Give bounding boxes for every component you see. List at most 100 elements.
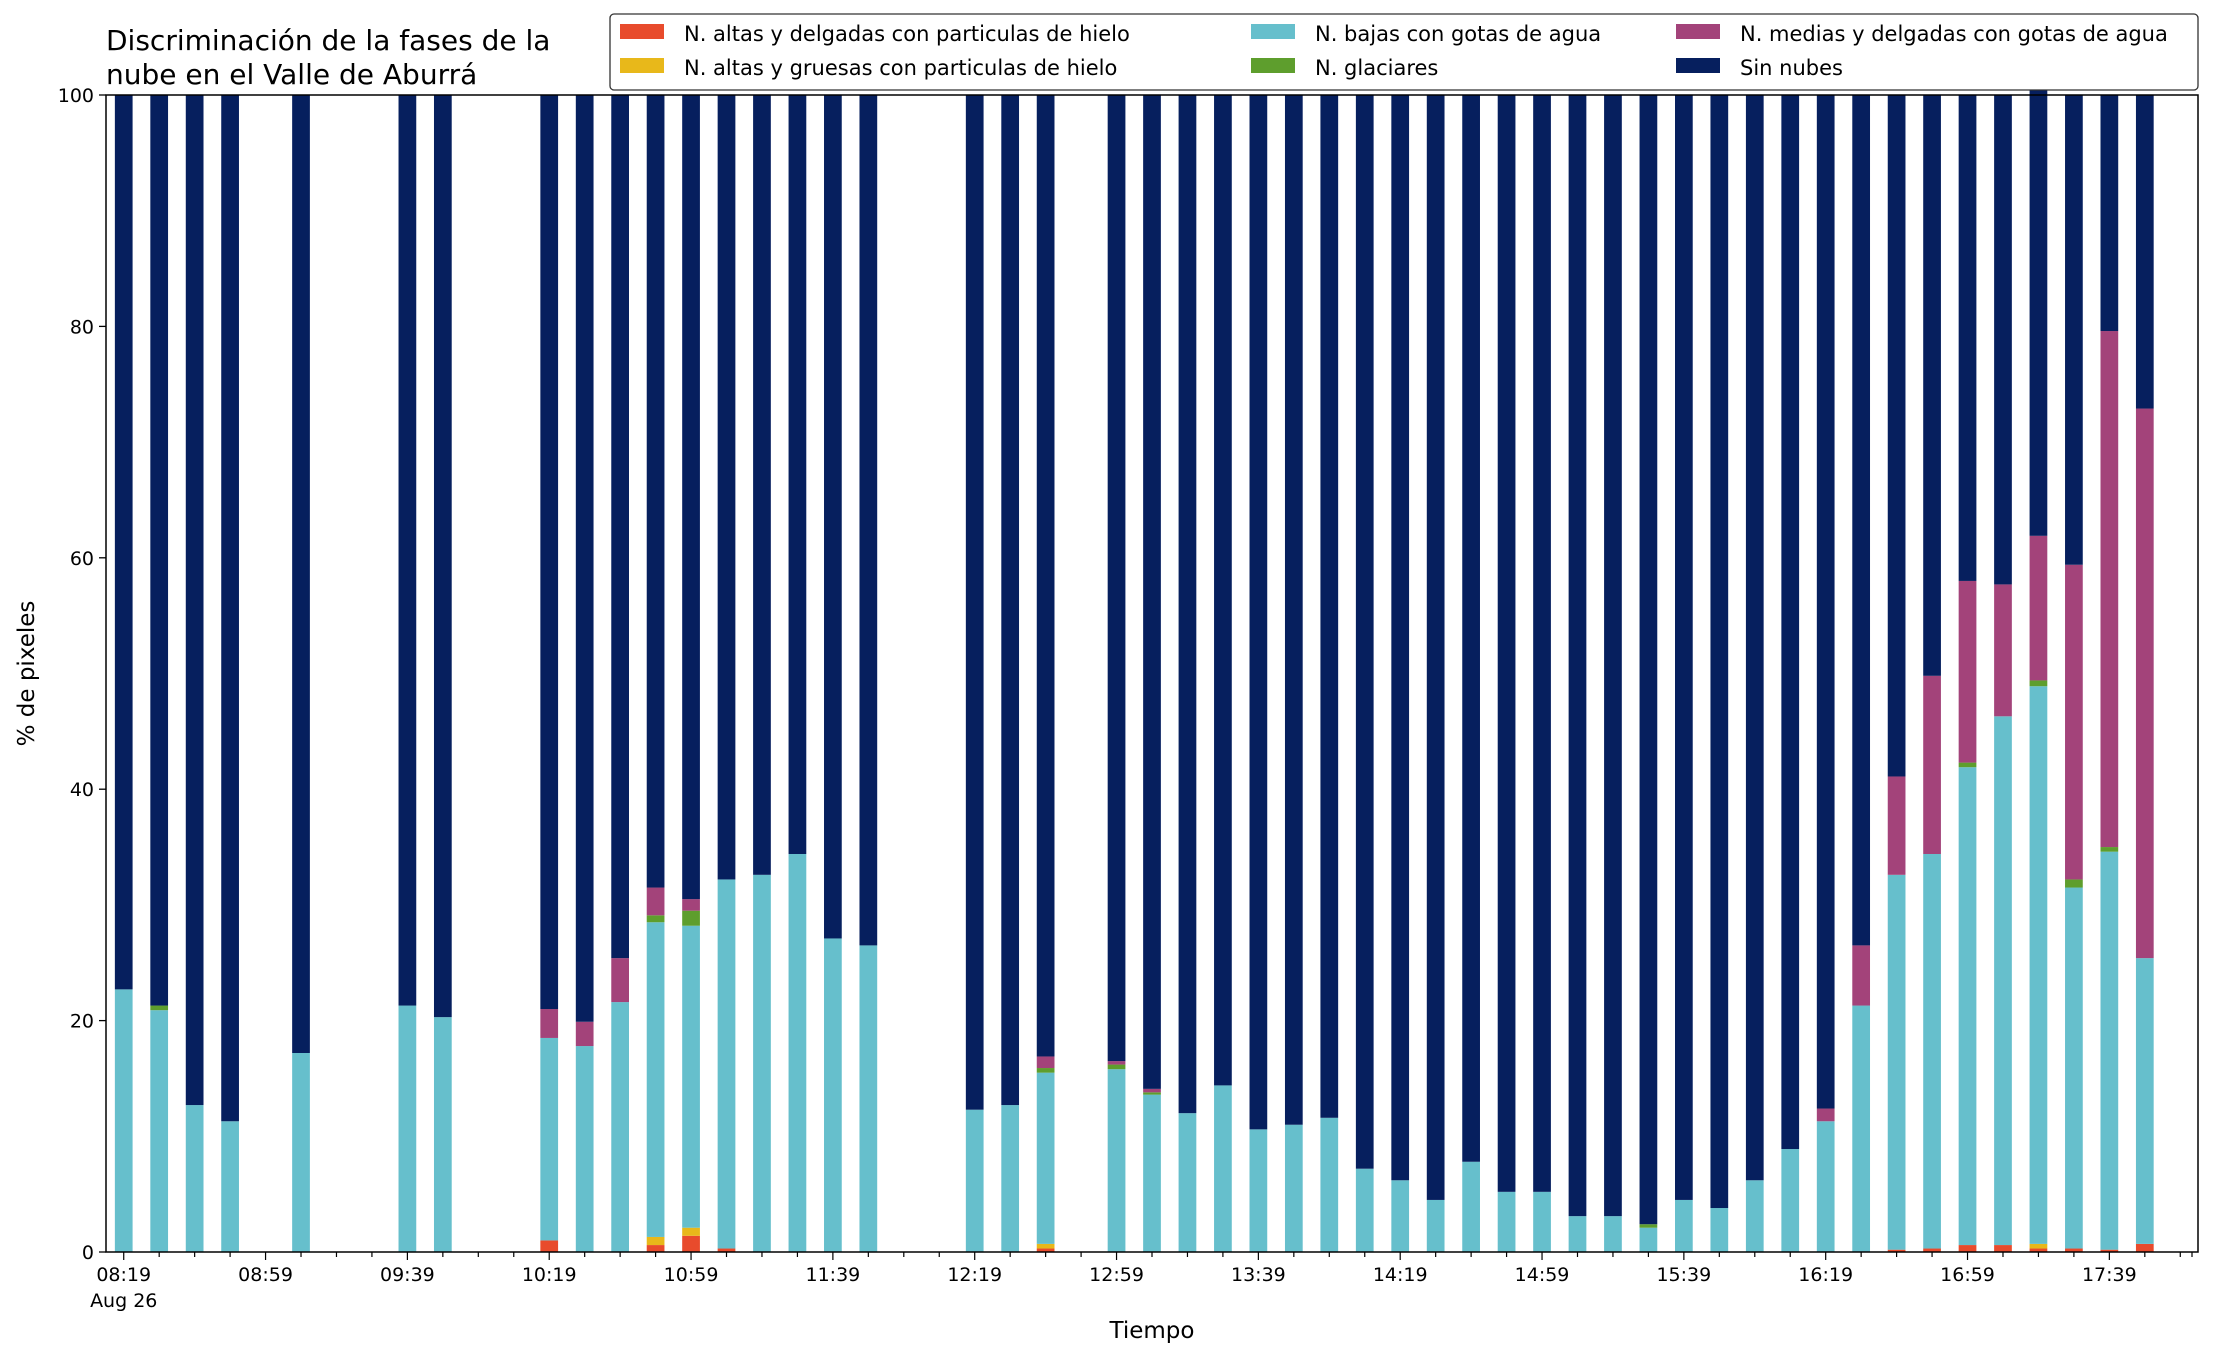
- bar-segment-5-54: [2029, 89, 2048, 536]
- bar-segment-3-54: [2029, 680, 2048, 687]
- bar-segment-2-39: [1497, 1191, 1516, 1252]
- bar-segment-2-40: [1533, 1191, 1551, 1252]
- bar-segment-2-15: [646, 922, 665, 1237]
- bar-segment-5-26: [1036, 95, 1055, 1057]
- bar-segment-4-15: [646, 887, 665, 916]
- x-tick-label: 12:59: [1089, 1264, 1144, 1286]
- bar-segment-3-15: [646, 915, 665, 923]
- bar-segment-4-29: [1143, 1088, 1161, 1093]
- x-axis: 08:19 08:59 09:39 10:19 10:59 11:39 12:19 12:59…: [90, 1252, 2193, 1312]
- bar-segment-5-32: [1249, 95, 1268, 1130]
- bar-segment-5-49: [1852, 95, 1871, 946]
- bar-segment-5-36: [1391, 95, 1410, 1181]
- bar-segment-5-47: [1781, 95, 1800, 1150]
- bar-segment-2-9: [433, 1017, 452, 1252]
- bar-segment-5-21: [859, 95, 878, 946]
- bar-segment-0-53: [1994, 1245, 2012, 1252]
- x-tick-label: 14:19: [1373, 1264, 1428, 1286]
- bar-segment-2-52: [1958, 767, 1977, 1246]
- bar-segment-0-15: [646, 1245, 665, 1252]
- legend-swatch-4: [1676, 24, 1720, 39]
- legend-swatch-2: [1251, 24, 1295, 39]
- bar-segment-5-41: [1568, 95, 1587, 1217]
- bar-segment-0-54: [2029, 1248, 2048, 1252]
- bar-segment-4-50: [1887, 776, 1906, 875]
- bar-segment-5-33: [1284, 95, 1303, 1125]
- bar-segment-4-51: [1923, 675, 1941, 854]
- bar-segment-0-52: [1958, 1245, 1977, 1252]
- bar-segment-4-55: [2065, 564, 2083, 880]
- bar-segment-5-1: [150, 95, 169, 1006]
- bar-segment-5-30: [1178, 95, 1197, 1114]
- y-axis-label: % de pixeles: [14, 601, 40, 747]
- bar-segment-5-8: [398, 95, 417, 1006]
- bar-segment-4-12: [540, 1009, 559, 1038]
- bar-segment-2-55: [2065, 887, 2083, 1249]
- bar-segment-5-35: [1355, 95, 1374, 1169]
- bar-segment-0-50: [1887, 1249, 1906, 1252]
- bar-segment-0-56: [2100, 1249, 2119, 1252]
- bar-segment-2-8: [398, 1005, 417, 1252]
- bar-segment-2-49: [1852, 1005, 1871, 1252]
- bar-segment-5-46: [1745, 95, 1764, 1181]
- bar-segment-5-25: [1001, 95, 1020, 1106]
- y-axis: 0 20 40 60 80 100: [58, 85, 106, 1264]
- bar-segment-2-30: [1178, 1113, 1197, 1252]
- bar-segment-0-26: [1036, 1248, 1055, 1252]
- x-tick-label: 08:19: [96, 1264, 151, 1286]
- bar-segment-5-5: [292, 95, 310, 1053]
- bar-segment-5-12: [540, 95, 559, 1010]
- bar-segment-2-5: [292, 1052, 310, 1252]
- bar-segment-5-57: [2135, 95, 2154, 409]
- bar-segment-5-42: [1604, 95, 1622, 1217]
- bar-segment-2-51: [1923, 853, 1941, 1249]
- bar-segment-4-54: [2029, 535, 2048, 681]
- bar-segment-2-28: [1107, 1069, 1126, 1252]
- bar-segment-5-52: [1958, 95, 1977, 581]
- bar-segment-5-55: [2065, 95, 2083, 565]
- bar-segment-2-18: [753, 874, 771, 1252]
- chart-title-line-2: nube en el Valle de Aburrá: [106, 58, 477, 91]
- x-tick-label: 13:39: [1231, 1264, 1286, 1286]
- bar-segment-5-15: [646, 95, 665, 888]
- bar-segment-2-45: [1710, 1208, 1729, 1252]
- x-date-label: Aug 26: [90, 1290, 157, 1312]
- bar-segment-4-52: [1958, 580, 1977, 763]
- bar-segment-5-0: [114, 95, 133, 990]
- bar-segment-3-43: [1639, 1224, 1658, 1228]
- bar-segment-2-20: [824, 938, 842, 1252]
- bar-segment-5-31: [1214, 95, 1232, 1086]
- bar-segment-2-36: [1391, 1180, 1410, 1252]
- bar-segment-2-32: [1249, 1129, 1268, 1252]
- bar-segment-1-15: [646, 1236, 665, 1246]
- x-tick-label: 09:39: [380, 1264, 435, 1286]
- y-tick-label: 40: [70, 779, 94, 801]
- bar-segment-2-35: [1355, 1168, 1374, 1252]
- chart-title-line-1: Discriminación de la fases de la: [106, 24, 550, 57]
- bar-segment-4-48: [1816, 1108, 1835, 1122]
- legend-label-1: N. altas y gruesas con particulas de hie…: [684, 56, 1117, 80]
- bar-segment-2-37: [1426, 1199, 1445, 1252]
- x-axis-label: Tiempo: [1109, 1318, 1195, 1344]
- bar-segment-2-21: [859, 945, 878, 1252]
- y-tick-label: 20: [70, 1011, 94, 1033]
- bar-segment-2-46: [1745, 1180, 1764, 1252]
- bar-segment-0-55: [2065, 1248, 2083, 1252]
- bar-segment-5-38: [1462, 95, 1480, 1162]
- bar-segment-5-39: [1497, 95, 1516, 1192]
- legend-label-0: N. altas y delgadas con particulas de hi…: [684, 22, 1130, 46]
- bar-segment-2-29: [1143, 1094, 1161, 1252]
- bar-segment-3-55: [2065, 879, 2083, 888]
- x-tick-label: 10:19: [522, 1264, 577, 1286]
- bar-segment-5-34: [1320, 95, 1339, 1118]
- x-tick-label: 15:39: [1656, 1264, 1711, 1286]
- bar-segment-5-45: [1710, 95, 1729, 1209]
- bar-segment-2-3: [221, 1121, 239, 1252]
- bar-segment-2-53: [1994, 716, 2012, 1246]
- bar-segment-5-18: [753, 95, 771, 875]
- bar-segment-2-31: [1214, 1085, 1232, 1252]
- bar-segment-1-26: [1036, 1243, 1055, 1249]
- bar-segment-4-53: [1994, 584, 2012, 717]
- bar-segment-5-43: [1639, 95, 1658, 1225]
- bar-segment-4-49: [1852, 945, 1871, 1006]
